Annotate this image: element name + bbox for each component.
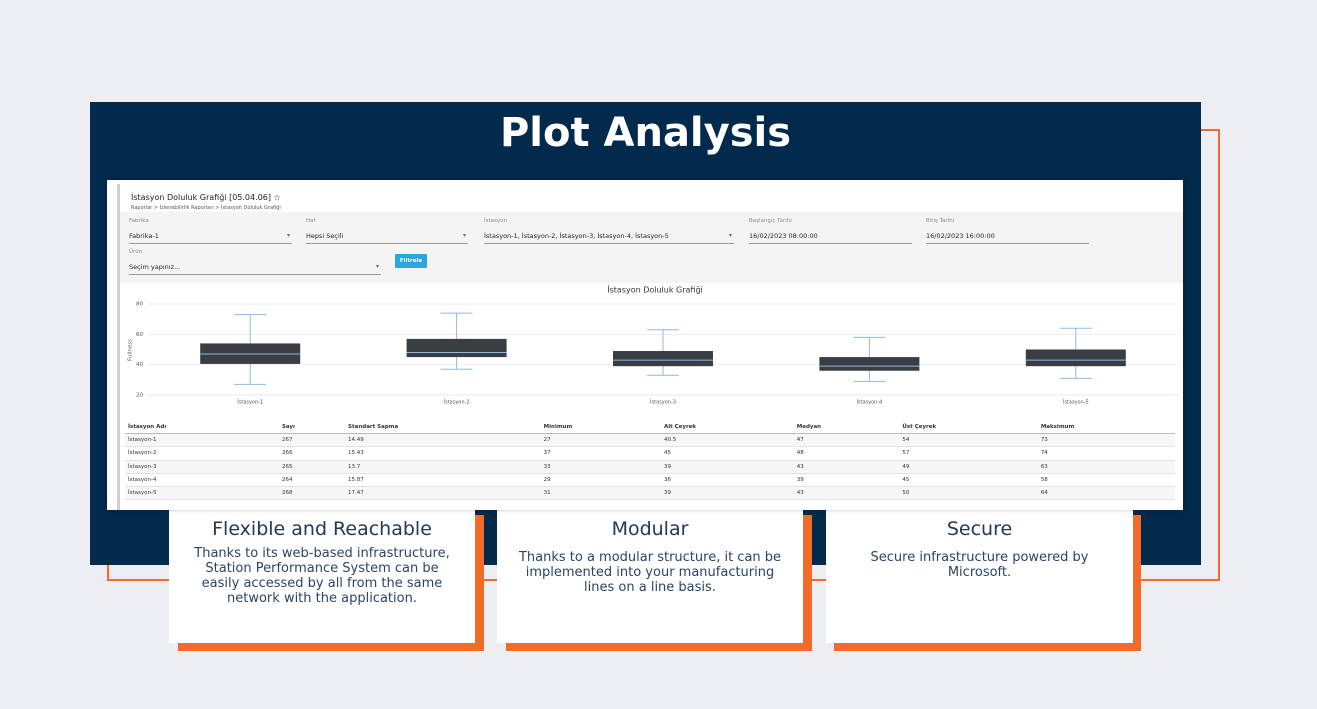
table-cell: 15.43 <box>345 446 541 461</box>
filter-label: Ürün <box>129 249 143 255</box>
filter-select[interactable]: Seçim yapınız... <box>129 263 381 275</box>
filter-button[interactable]: Filtrele <box>395 254 427 268</box>
y-tick-label: 80 <box>136 302 143 308</box>
column-header: Standart Sapma <box>345 421 541 435</box>
table-cell: 39 <box>793 473 900 487</box>
table-cell: 27 <box>540 433 661 448</box>
table-cell: 45 <box>899 473 1038 487</box>
y-tick-label: 40 <box>136 362 143 368</box>
filter-select[interactable]: Fabrika-1 <box>129 232 292 244</box>
x-tick-label: İstasyon-2 <box>444 399 470 406</box>
table-cell: 267 <box>278 433 346 448</box>
y-axis-label: Fullness <box>128 339 134 361</box>
table-cell: 64 <box>1037 486 1175 501</box>
table-cell: 40.5 <box>660 433 794 448</box>
table-cell: 58 <box>1037 473 1175 487</box>
table-cell: 264 <box>278 473 346 487</box>
y-tick-label: 20 <box>136 393 143 399</box>
table-row: İstasyon-3 265 13.7 33 39 43 49 63 <box>125 460 1175 474</box>
date-input[interactable]: 16/02/2023 08:00:00 <box>749 232 912 244</box>
table-cell: 265 <box>278 460 346 474</box>
box-plot: İstasyon Doluluk Grafiği Fullness 20 40 60… <box>128 285 1179 406</box>
card-title: Modular <box>611 518 689 540</box>
stats-table-wrap: İstasyon Adı Sayı Standart Sapma Minimum Alt… <box>125 421 1175 501</box>
x-tick-label: İstasyon-3 <box>650 399 676 406</box>
table-cell: 31 <box>540 486 661 501</box>
x-tick-label: İstasyon-5 <box>1063 399 1089 406</box>
table-row: İstasyon-2 266 15.43 37 45 48 57 74 <box>125 446 1175 461</box>
chart-title: İstasyon Doluluk Grafiği <box>607 285 703 295</box>
table-row: İstasyon-5 268 17.47 31 39 43 50 64 <box>125 486 1175 501</box>
table-cell: 268 <box>278 486 346 501</box>
feature-card: Flexible and Reachable Thanks to its web… <box>169 508 475 643</box>
table-cell: 54 <box>899 433 1038 448</box>
date-input[interactable]: 16/02/2023 16:00:00 <box>926 232 1089 244</box>
table-cell: 266 <box>278 446 346 461</box>
filter-label: Fabrika <box>129 218 149 224</box>
table-cell: 49 <box>899 460 1038 474</box>
column-header: Minimum <box>540 421 661 435</box>
table-cell: 14.49 <box>345 433 541 448</box>
filter-select[interactable]: İstasyon-1, İstasyon-2, İstasyon-3, İsta… <box>484 232 734 244</box>
table-cell: 43 <box>793 460 900 474</box>
table-cell: 57 <box>899 446 1038 461</box>
sidebar-edge <box>117 184 120 510</box>
table-cell: İstasyon-1 <box>125 433 279 448</box>
filter-label: Bitiş Tarihi <box>926 218 955 224</box>
feature-card: Secure Secure infrastructure powered by … <box>826 508 1133 643</box>
table-cell: 39 <box>660 460 794 474</box>
table-cell: 33 <box>540 460 661 474</box>
table-cell: 47 <box>793 433 900 448</box>
app-title: İstasyon Doluluk Grafiği [05.04.06] ☆ <box>131 193 281 202</box>
card-title: Secure <box>946 518 1013 540</box>
table-cell: İstasyon-2 <box>125 446 279 461</box>
box <box>613 351 713 367</box>
table-cell: 37 <box>540 446 661 461</box>
x-tick-label: İstasyon-4 <box>856 399 882 406</box>
table-cell: İstasyon-4 <box>125 473 279 487</box>
card-text: Thanks to a modular structure, it can be… <box>518 550 782 595</box>
page-title: Plot Analysis <box>499 110 792 156</box>
column-header: Medyan <box>793 421 900 435</box>
column-header: Üst Çeyrek <box>899 421 1038 435</box>
box <box>406 338 507 358</box>
box <box>1025 349 1126 367</box>
header-row: İstasyon Adı Sayı Standart Sapma Minimum Alt… <box>125 421 1175 435</box>
table-cell: 48 <box>793 446 900 461</box>
column-header: Maksimum <box>1037 421 1175 435</box>
y-tick-label: 60 <box>136 332 143 338</box>
filter-label: Başlangıç Tarihi <box>749 218 792 224</box>
table-cell: 29 <box>540 473 661 487</box>
table-cell: 50 <box>899 486 1038 501</box>
column-header: İstasyon Adı <box>125 421 279 435</box>
table-row: İstasyon-1 267 14.49 27 40.5 47 54 73 <box>125 433 1175 448</box>
breadcrumb[interactable]: Raporlar > İzlenebilirlik Raporları > İs… <box>131 205 281 211</box>
table-cell: 74 <box>1037 446 1175 461</box>
table-cell: 63 <box>1037 460 1175 474</box>
card-text: Secure infrastructure powered by Microso… <box>870 550 1089 580</box>
stats-table: İstasyon Adı Sayı Standart Sapma Minimum Alt… <box>125 421 1175 501</box>
card-title: Flexible and Reachable <box>212 518 432 540</box>
table-cell: 17.47 <box>345 486 541 501</box>
column-header: Alt Çeyrek <box>660 421 794 435</box>
table-cell: 73 <box>1037 433 1175 448</box>
table-cell: 13.7 <box>345 460 541 474</box>
table-cell: 15.87 <box>345 473 541 487</box>
table-row: İstasyon-4 264 15.87 29 36 39 45 58 <box>125 473 1175 487</box>
table-cell: İstasyon-5 <box>125 486 279 501</box>
card-text: Thanks to its web-based infrastructure, … <box>194 546 450 606</box>
table-cell: İstasyon-3 <box>125 460 279 474</box>
table-cell: 39 <box>660 486 794 501</box>
filter-select[interactable]: Hepsi Seçili <box>306 232 468 244</box>
table-cell: 43 <box>793 486 900 501</box>
filter-label: Hat <box>306 218 316 224</box>
column-header: Sayı <box>278 421 346 435</box>
table-cell: 36 <box>660 473 794 487</box>
filter-label: İstasyon <box>484 218 507 224</box>
box <box>819 357 920 371</box>
x-tick-label: İstasyon-1 <box>237 399 263 406</box>
table-cell: 45 <box>660 446 794 461</box>
feature-card: Modular Thanks to a modular structure, i… <box>497 508 803 643</box>
